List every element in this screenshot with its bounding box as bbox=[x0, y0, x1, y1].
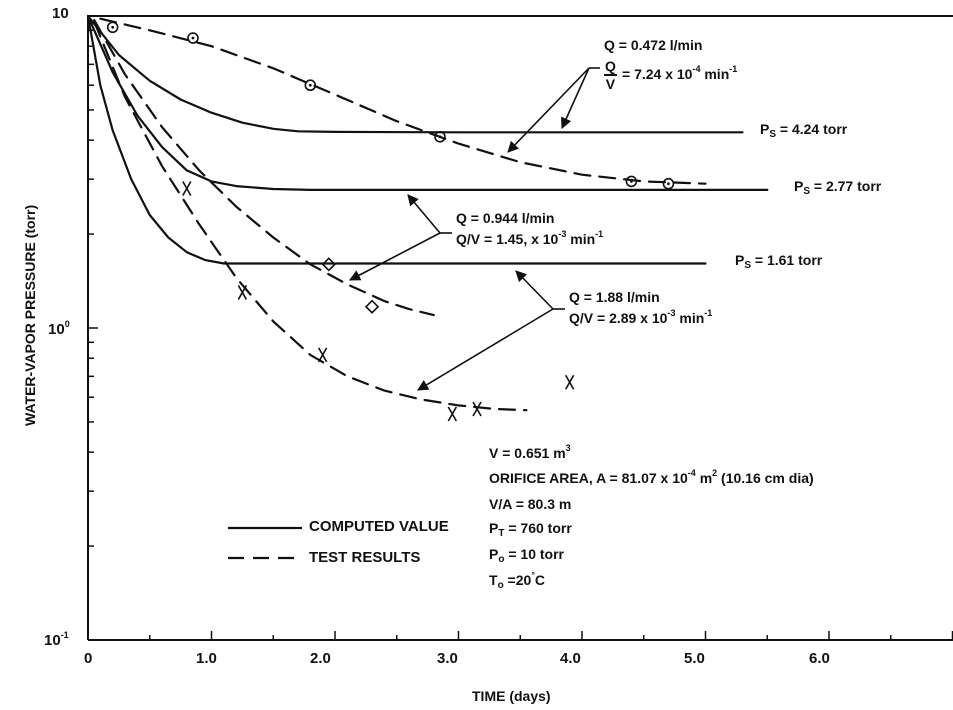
test-result-curve-4 bbox=[93, 19, 435, 317]
param-to: To =20°C bbox=[489, 570, 546, 591]
x-axis-title: TIME (days) bbox=[472, 688, 551, 704]
ps-label-2-77: PS = 2.77 torr bbox=[794, 178, 882, 197]
y-tick-label-10e0: 100 bbox=[48, 319, 70, 338]
x-tick-label-2: 2.0 bbox=[310, 650, 331, 667]
ps-label-4-24: PS = 4.24 torr bbox=[760, 121, 848, 140]
circle-marker bbox=[106, 21, 119, 34]
param-volume: V = 0.651 m3 bbox=[489, 443, 571, 461]
diamond-marker bbox=[321, 257, 336, 272]
q3-line1: Q = 1.88 l/min bbox=[569, 289, 660, 305]
x-tick-label-1: 1.0 bbox=[196, 650, 217, 667]
q1-fraction-num: Q bbox=[604, 58, 617, 76]
x-marker bbox=[317, 347, 328, 363]
computed-curve-1 bbox=[86, 14, 769, 191]
x-marker bbox=[182, 181, 192, 196]
x-marker bbox=[564, 374, 575, 390]
annotation-arrow-2 bbox=[407, 194, 441, 234]
x-tick-label-3: 3.0 bbox=[437, 650, 458, 667]
circle-marker-dot bbox=[308, 83, 312, 87]
circle-marker bbox=[662, 177, 675, 190]
axes-group bbox=[87, 15, 953, 641]
q2-line2: Q/V = 1.45, x 10-3 min-1 bbox=[456, 229, 604, 247]
q3-line2: Q/V = 2.89 x 10-3 min-1 bbox=[569, 308, 713, 326]
x-tick-label-0: 0 bbox=[84, 650, 93, 667]
computed-curve-0 bbox=[86, 14, 744, 134]
circle-marker bbox=[187, 32, 199, 44]
x-tick-label-5: 5.0 bbox=[684, 650, 705, 667]
param-v-over-a: V/A = 80.3 m bbox=[489, 496, 572, 512]
circle-marker-dot bbox=[630, 180, 633, 183]
circle-marker bbox=[625, 175, 638, 188]
circle-marker-dot bbox=[438, 135, 442, 139]
marks-group bbox=[106, 21, 675, 422]
annotation-arrow-1 bbox=[507, 67, 590, 153]
diamond-marker bbox=[364, 299, 380, 314]
test-result-curve-5 bbox=[93, 20, 528, 412]
circle-marker-dot bbox=[191, 36, 195, 40]
x-marker bbox=[237, 285, 248, 300]
circle-marker-dot bbox=[111, 25, 115, 29]
arrows-group bbox=[349, 67, 600, 391]
circle-marker bbox=[434, 131, 446, 143]
x-marker bbox=[447, 406, 458, 422]
circle-marker-dot bbox=[667, 182, 670, 186]
x-tick-label-4: 4.0 bbox=[560, 650, 581, 667]
test-result-curve-3 bbox=[99, 17, 707, 185]
x-tick-label-6: 6.0 bbox=[809, 650, 830, 667]
q2-line1: Q = 0.944 l/min bbox=[456, 210, 555, 226]
ps-label-1-61: PS = 1.61 torr bbox=[735, 252, 823, 271]
curves-group bbox=[86, 14, 769, 412]
legend-label-computed: COMPUTED VALUE bbox=[309, 518, 449, 535]
annotation-arrow-3 bbox=[349, 232, 441, 281]
y-tick-label-10: 10 bbox=[52, 5, 69, 22]
param-orifice-area: ORIFICE AREA, A = 81.07 x 10-4 m2 (10.16… bbox=[489, 468, 814, 486]
q1-line2: = 7.24 x 10-4 min-1 bbox=[622, 64, 738, 82]
param-po: Po = 10 torr bbox=[489, 546, 564, 565]
circle-marker bbox=[304, 79, 317, 92]
param-pt: PT = 760 torr bbox=[489, 520, 572, 539]
x-marker bbox=[472, 401, 482, 417]
y-axis-title: WATER-VAPOR PRESSURE (torr) bbox=[22, 204, 38, 426]
y-tick-label-10e-1: 10-1 bbox=[44, 630, 69, 649]
q1-fraction-den: V bbox=[605, 76, 616, 92]
annotation-arrow-4 bbox=[515, 270, 554, 310]
legend-lines bbox=[228, 526, 302, 560]
computed-curve-2 bbox=[86, 14, 707, 265]
annotation-arrow-5 bbox=[417, 308, 554, 391]
annotation-arrow-0 bbox=[561, 67, 590, 130]
q1-fraction: Q V bbox=[604, 58, 617, 92]
q1-line1: Q = 0.472 l/min bbox=[604, 37, 703, 53]
legend-label-test: TEST RESULTS bbox=[309, 549, 421, 566]
